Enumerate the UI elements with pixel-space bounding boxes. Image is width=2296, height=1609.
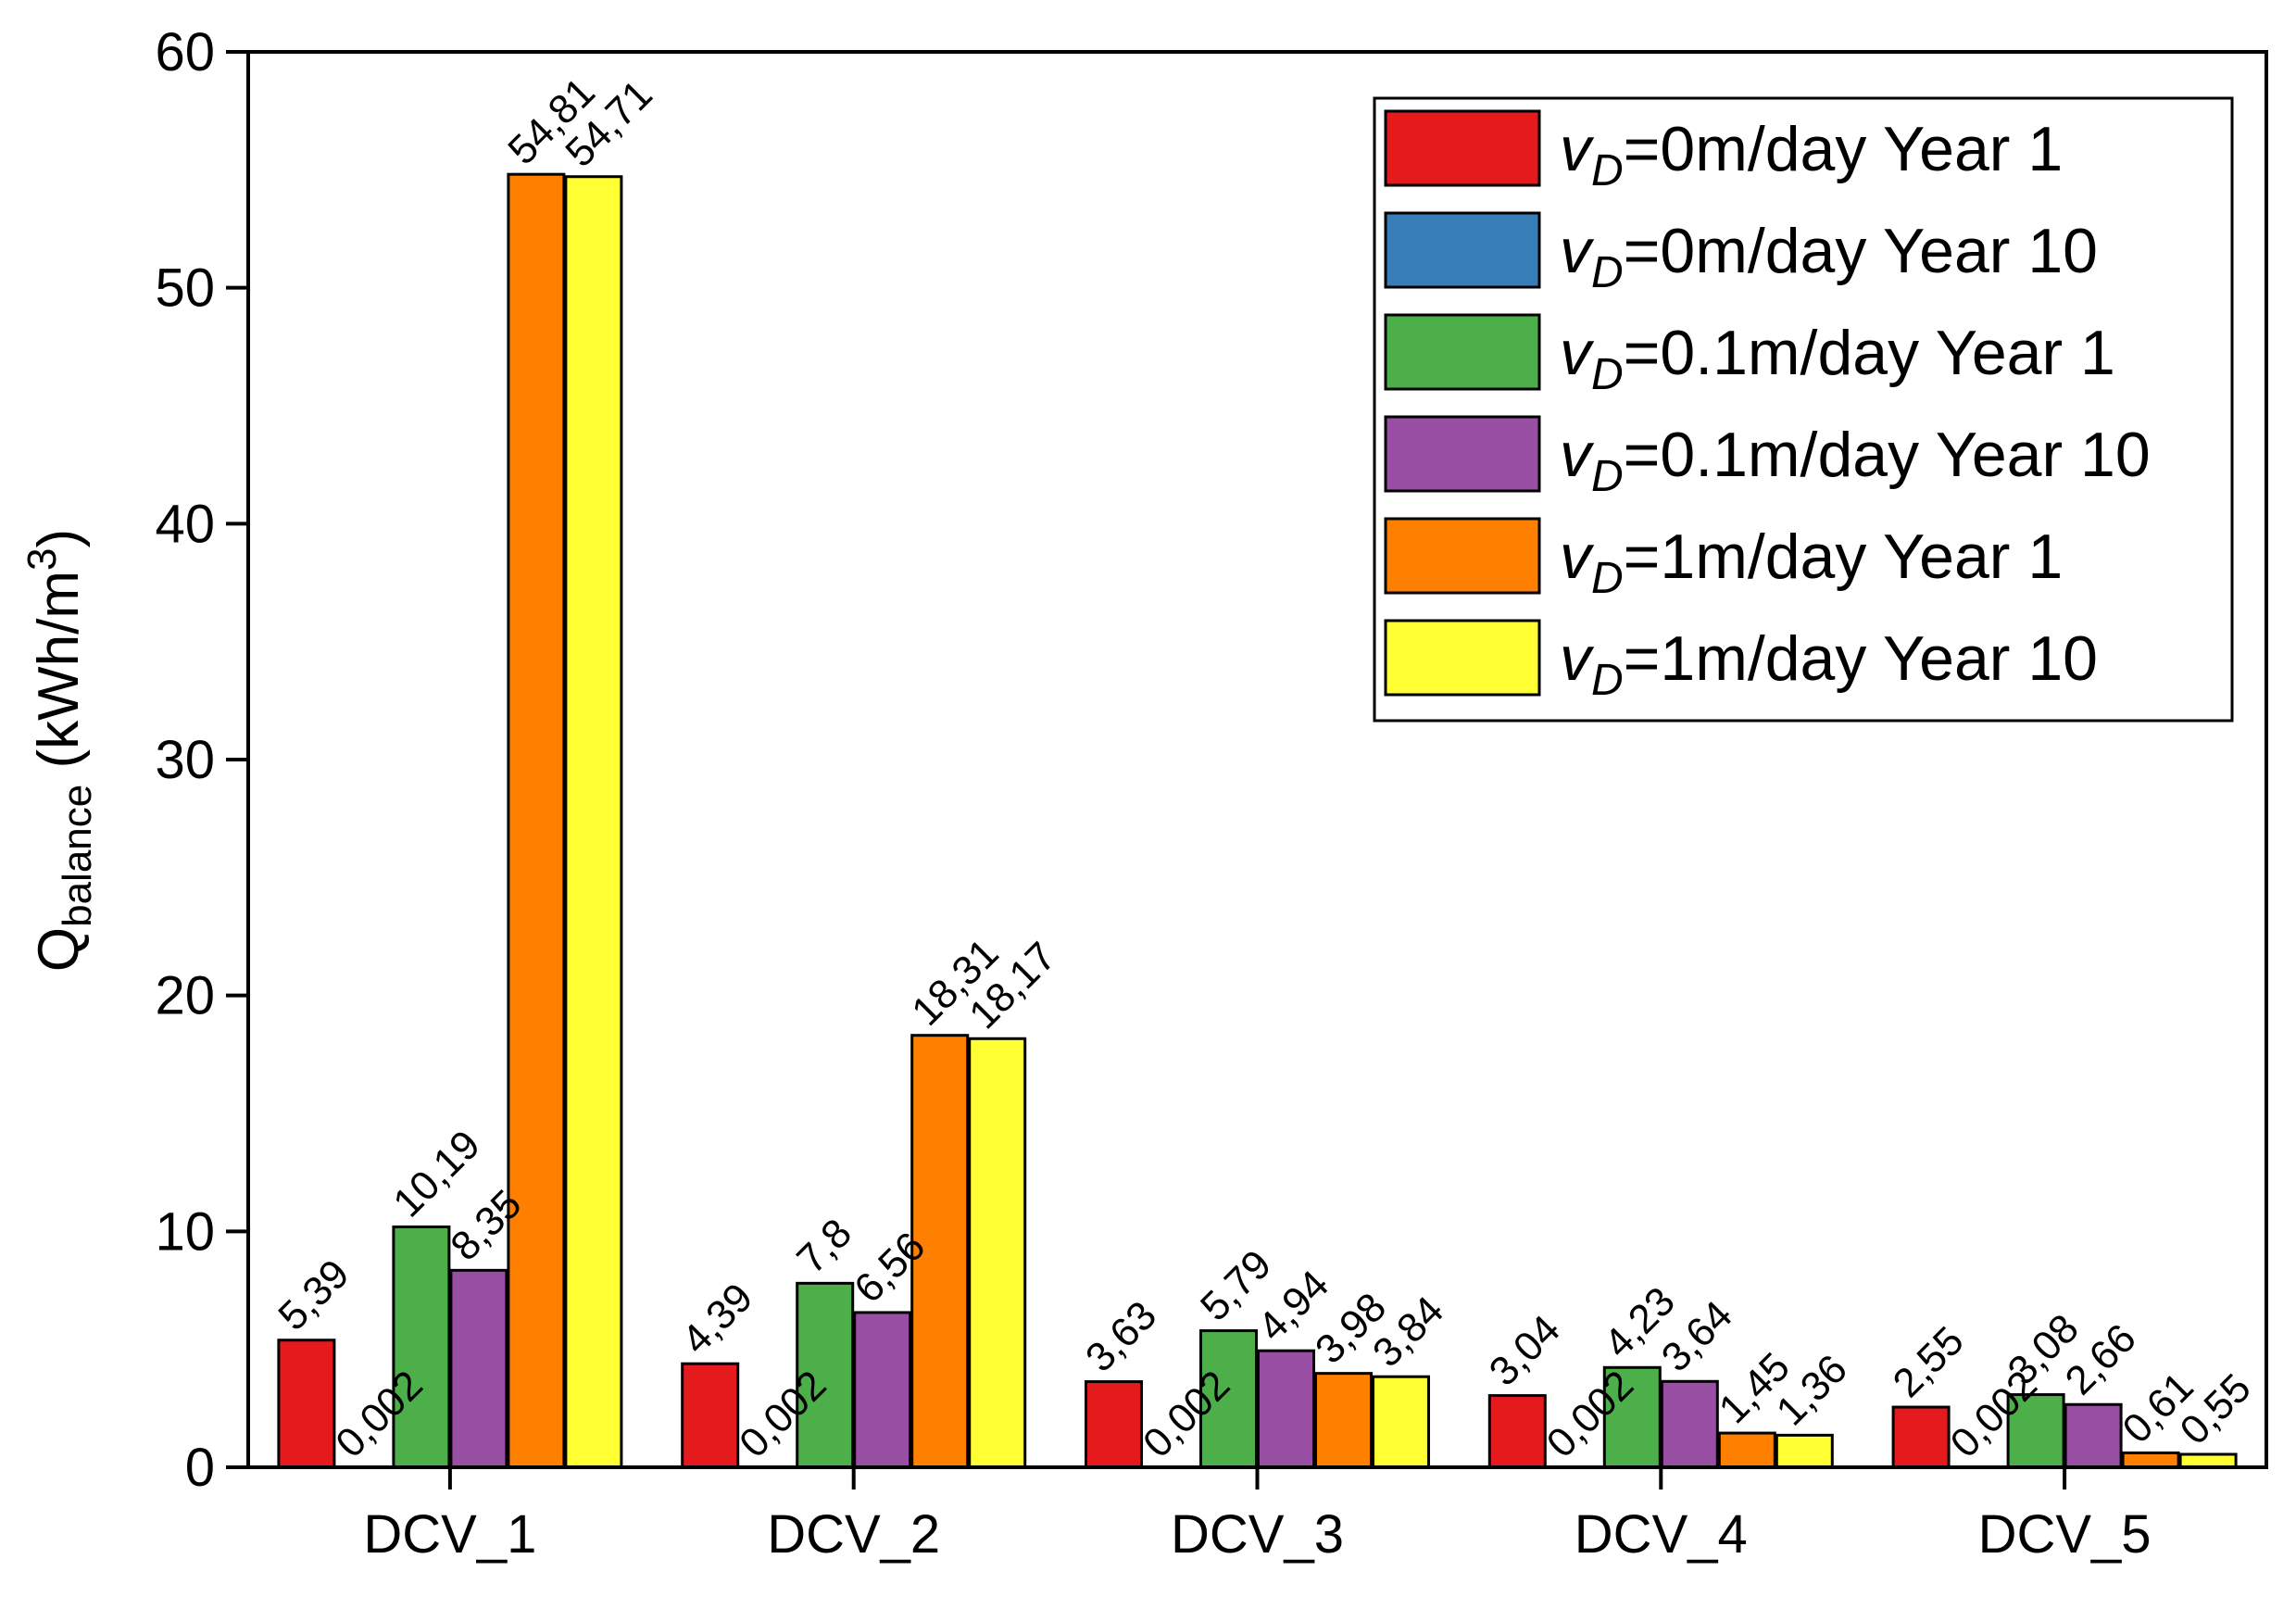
y-axis-title-main: Q — [27, 927, 91, 972]
bar-DCV_4-series-3 — [1602, 1365, 1662, 1469]
legend-label: vD=0m/day Year 10 — [1560, 216, 2098, 297]
bar-DCV_2-series-4 — [853, 1311, 912, 1469]
bar-DCV_2-series-6 — [968, 1037, 1027, 1469]
bar-DCV_5-series-6 — [2178, 1452, 2238, 1469]
y-axis-title-subscript: balance — [55, 785, 100, 927]
legend-label: vD=0.1m/day Year 10 — [1560, 420, 2151, 501]
bar-DCV_4-series-1 — [1487, 1394, 1547, 1469]
bar-DCV_1-series-1 — [277, 1339, 336, 1469]
legend-label: vD=1m/day Year 1 — [1560, 522, 2063, 603]
bar-DCV_4-series-5 — [1717, 1431, 1776, 1469]
bar-DCV_3-series-4 — [1257, 1349, 1315, 1469]
bar-DCV_5-series-4 — [2064, 1402, 2123, 1469]
legend-swatch — [1384, 619, 1541, 697]
y-tick-label: 50 — [155, 258, 215, 319]
legend-box — [1373, 96, 2234, 723]
y-tick-label: 10 — [155, 1201, 215, 1262]
legend-label: vD=0m/day Year 1 — [1560, 114, 2063, 195]
y-tick-label: 60 — [155, 22, 215, 82]
y-axis-title: Qbalance (kWh/m3) — [19, 529, 100, 972]
legend: vD=0m/day Year 1 vD=0m/day Year 10 vD=0.1m… — [1373, 96, 2234, 723]
legend-swatch — [1384, 415, 1541, 493]
bar-DCV_1-series-4 — [449, 1268, 508, 1469]
bar-DCV_5-series-1 — [1891, 1405, 1951, 1469]
legend-swatch — [1384, 211, 1541, 289]
bar-DCV_4-series-4 — [1660, 1379, 1719, 1469]
data-label: 4,39 — [673, 1275, 761, 1363]
y-tick-label: 40 — [155, 494, 215, 554]
data-label: 3,04 — [1481, 1306, 1569, 1394]
x-tick-label: DCV_2 — [767, 1504, 940, 1565]
x-tick-label: DCV_5 — [1978, 1504, 2152, 1565]
bar-DCV_3-series-5 — [1314, 1372, 1373, 1469]
x-tick-label: DCV_4 — [1575, 1504, 1748, 1565]
y-tick-label: 20 — [155, 966, 215, 1026]
bar-DCV_5-series-3 — [2006, 1393, 2065, 1469]
legend-swatch — [1384, 313, 1541, 391]
y-tick-label: 0 — [185, 1438, 215, 1498]
y-axis: 0 10 20 30 40 50 60 — [155, 22, 248, 1498]
y-axis-title-unit: (kWh/m — [27, 571, 91, 785]
y-axis-title-unit-close: ) — [27, 529, 91, 548]
legend-swatch — [1384, 517, 1541, 595]
legend-label: vD=0.1m/day Year 1 — [1560, 318, 2115, 399]
y-tick-label: 30 — [155, 730, 215, 790]
data-label: 2,55 — [1885, 1318, 1973, 1406]
bar-DCV_1-series-3 — [392, 1225, 451, 1469]
bar-DCV_3-series-3 — [1199, 1329, 1258, 1469]
bar-DCV_5-series-5 — [2121, 1451, 2180, 1469]
x-tick-label: DCV_1 — [363, 1504, 536, 1565]
x-axis: DCV_1 DCV_2 DCV_3 DCV_4 DCV_5 — [363, 1467, 2152, 1565]
data-label: 7,8 — [788, 1211, 860, 1283]
legend-swatch — [1384, 109, 1541, 187]
x-tick-label: DCV_3 — [1171, 1504, 1344, 1565]
bar-DCV_4-series-6 — [1775, 1433, 1834, 1469]
bar-DCV_3-series-1 — [1085, 1380, 1143, 1469]
y-axis-title-superscript: 3 — [19, 548, 65, 571]
bars-layer — [277, 172, 2238, 1469]
bar-DCV_3-series-6 — [1372, 1375, 1430, 1469]
data-label: 5,39 — [270, 1251, 358, 1339]
bar-DCV_2-series-1 — [681, 1362, 740, 1469]
bar-DCV_1-series-5 — [507, 172, 566, 1469]
bar-DCV_1-series-6 — [564, 175, 623, 1469]
data-label: 3,63 — [1077, 1292, 1165, 1380]
legend-label: vD=1m/day Year 10 — [1560, 623, 2098, 705]
